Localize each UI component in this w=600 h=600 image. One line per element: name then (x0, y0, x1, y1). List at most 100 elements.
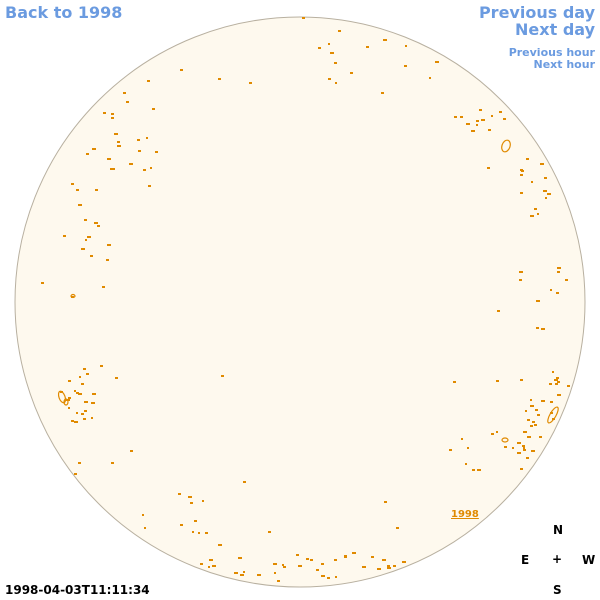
contour-segment (465, 463, 467, 465)
contour-segment (328, 78, 331, 80)
contour-segment (110, 168, 113, 170)
magnetic-contours (41, 17, 570, 582)
contour-segment (520, 169, 523, 171)
contour-segment (488, 129, 491, 131)
contour-segment (63, 235, 66, 237)
contour-segment (142, 514, 144, 516)
contour-segment (68, 397, 71, 399)
contour-segment (92, 148, 96, 150)
contour-segment (344, 556, 347, 558)
contour-segment (362, 566, 366, 568)
contour-segment (148, 185, 151, 187)
contour-segment (520, 468, 523, 470)
contour-segment (534, 208, 537, 210)
contour-segment (205, 532, 208, 534)
contour-segment (321, 563, 324, 565)
next-day-link[interactable]: Next day (515, 20, 595, 39)
contour-segment (316, 569, 319, 571)
contour-segment (249, 82, 252, 84)
contour-segment (472, 469, 475, 471)
next-hour-link[interactable]: Next hour (533, 58, 596, 71)
contour-segment (435, 61, 439, 63)
contour-segment (78, 462, 81, 464)
contour-segment (496, 431, 498, 433)
contour-segment (91, 402, 95, 404)
contour-segment (557, 271, 560, 273)
contour-segment (537, 213, 539, 215)
contour-segment (188, 496, 192, 498)
contour-segment (111, 117, 114, 119)
contour-segment (520, 379, 523, 381)
contour-segment (350, 72, 353, 74)
contour-segment (520, 174, 523, 176)
contour-segment (557, 381, 560, 383)
contour-segment (94, 222, 98, 224)
contour-segment (318, 47, 321, 49)
previous-day-link[interactable]: Previous day (478, 3, 595, 22)
contour-segment (352, 552, 356, 554)
contour-segment (481, 119, 485, 121)
contour-segment (556, 292, 559, 294)
contour-segment (306, 558, 309, 560)
contour-segment (466, 123, 470, 125)
contour-segment (334, 62, 337, 64)
contour-segment (547, 193, 551, 195)
contour-segment (79, 376, 81, 378)
contour-segment (499, 111, 502, 113)
contour-segment (117, 141, 120, 143)
contour-segment (74, 421, 78, 423)
contour-segment (76, 392, 79, 394)
contour-segment (530, 399, 532, 401)
contour-segment (221, 375, 224, 377)
contour-segment (86, 153, 89, 155)
contour-segment (531, 181, 533, 183)
contour-segment (541, 328, 545, 330)
contour-segment (68, 407, 70, 409)
contour-segment (491, 115, 493, 117)
contour-segment (71, 183, 74, 185)
contour-segment (534, 424, 537, 426)
contour-segment (296, 554, 299, 556)
contour-segment (92, 393, 96, 395)
contour-segment (68, 380, 71, 382)
contour-segment (519, 279, 522, 281)
contour-segment (209, 559, 213, 561)
contour-segment (543, 190, 547, 192)
contour-segment (240, 574, 244, 576)
contour-segment (476, 120, 479, 122)
contour-segment (126, 101, 129, 103)
contour-loop (501, 437, 509, 443)
back-to-year-link[interactable]: Back to 1998 (5, 3, 123, 22)
contour-segment (429, 77, 431, 79)
contour-segment (517, 442, 521, 444)
contour-segment (115, 377, 118, 379)
contour-segment (565, 279, 568, 281)
contour-segment (382, 559, 386, 561)
contour-segment (479, 109, 482, 111)
contour-segment (366, 46, 369, 48)
contour-segment (383, 39, 387, 41)
contour-segment (550, 412, 553, 414)
contour-segment (535, 409, 538, 411)
contour-segment (78, 393, 82, 395)
contour-segment (405, 45, 407, 47)
contour-segment (41, 282, 44, 284)
contour-loop (501, 139, 511, 153)
contour-segment (200, 563, 203, 565)
contour-segment (74, 473, 77, 475)
previous-hour-link[interactable]: Previous hour (508, 46, 595, 59)
contour-segment (84, 410, 87, 412)
year-link[interactable]: 1998 (451, 509, 479, 520)
contour-segment (554, 379, 558, 381)
contour-segment (111, 113, 114, 115)
contour-segment (178, 493, 181, 495)
contour-segment (525, 410, 527, 412)
contour-segment (114, 133, 118, 135)
compass-west-label: W (582, 553, 596, 567)
observation-timestamp: 1998-04-03T11:11:34 (5, 583, 150, 597)
contour-segment (402, 561, 406, 563)
contour-segment (550, 401, 553, 403)
contour-segment (487, 167, 490, 169)
contour-segment (504, 446, 507, 448)
